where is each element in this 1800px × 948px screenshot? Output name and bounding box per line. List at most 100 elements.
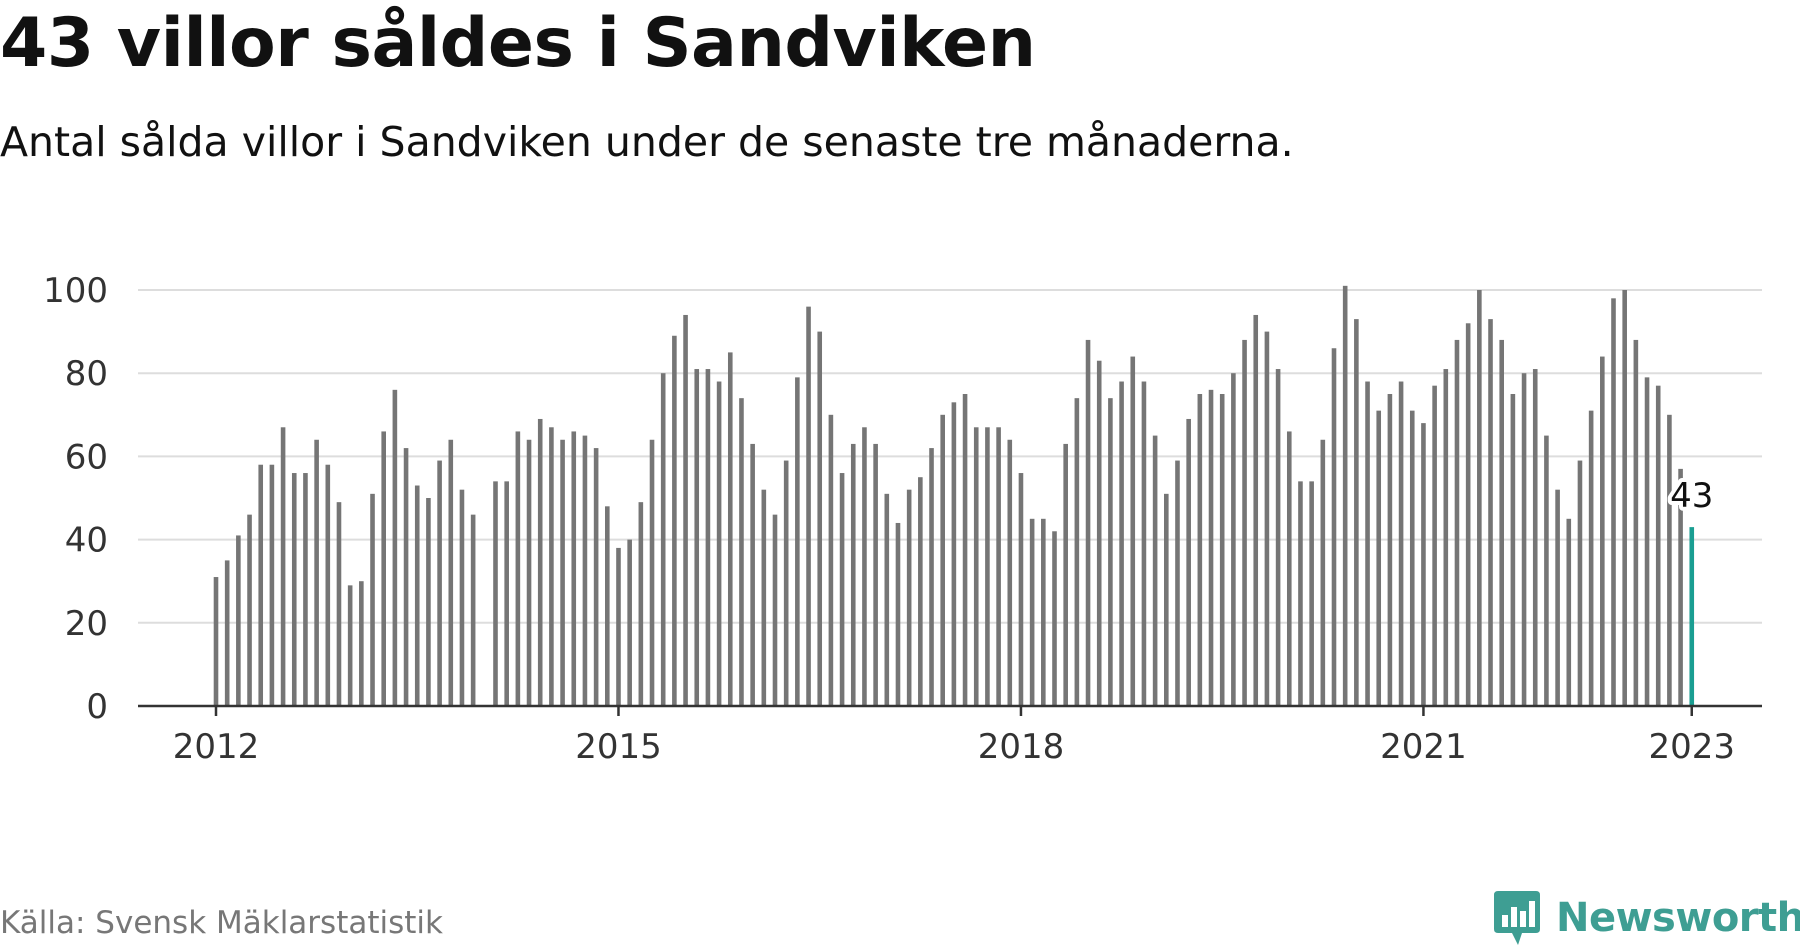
bar bbox=[236, 535, 241, 706]
bar bbox=[549, 427, 554, 706]
bar bbox=[1465, 323, 1471, 706]
bar bbox=[649, 439, 655, 706]
bar bbox=[1432, 385, 1437, 706]
bar bbox=[504, 481, 509, 706]
bar bbox=[1365, 381, 1370, 706]
bar bbox=[627, 539, 632, 706]
bar bbox=[1242, 339, 1247, 706]
bar bbox=[772, 514, 778, 706]
bar bbox=[537, 418, 543, 706]
bar bbox=[224, 560, 230, 706]
bar bbox=[1409, 410, 1415, 706]
bar bbox=[1354, 319, 1359, 706]
chart-title: 43 villor såldes i Sandviken bbox=[0, 4, 1036, 83]
bars bbox=[213, 285, 1695, 706]
bar bbox=[1499, 339, 1504, 706]
bar bbox=[1342, 285, 1348, 706]
bar bbox=[850, 443, 856, 706]
bar bbox=[1309, 481, 1314, 706]
bar bbox=[750, 443, 755, 706]
bar bbox=[571, 431, 577, 706]
bar bbox=[1208, 389, 1214, 706]
bar bbox=[1320, 439, 1326, 706]
bar bbox=[1085, 339, 1091, 706]
bar bbox=[1286, 431, 1292, 706]
bar bbox=[1644, 377, 1650, 706]
bar bbox=[929, 448, 934, 706]
bar bbox=[1376, 410, 1382, 706]
y-tick-label: 20 bbox=[65, 604, 108, 644]
bar bbox=[1219, 394, 1225, 706]
bar bbox=[526, 439, 532, 706]
bar bbox=[1253, 314, 1259, 706]
y-tick-label: 0 bbox=[86, 687, 108, 727]
bar bbox=[1096, 360, 1102, 706]
bar bbox=[660, 373, 666, 706]
bar bbox=[448, 439, 454, 706]
bar bbox=[1231, 373, 1236, 706]
bar bbox=[1655, 385, 1661, 706]
bar bbox=[1443, 369, 1449, 706]
bar bbox=[605, 506, 610, 706]
x-tick-label: 2021 bbox=[1380, 727, 1467, 767]
bar bbox=[403, 448, 409, 706]
chart-subtitle: Antal sålda villor i Sandviken under de … bbox=[0, 118, 1294, 166]
bar bbox=[906, 489, 912, 706]
bar bbox=[1387, 394, 1393, 706]
bar bbox=[493, 481, 498, 706]
bar bbox=[359, 581, 364, 706]
bar bbox=[459, 489, 465, 706]
bar-chart: 0 20 40 60 80 100 2012 2015 2018 2021 2023 43 bbox=[43, 271, 1762, 767]
bar bbox=[582, 435, 588, 706]
bar bbox=[1063, 443, 1068, 706]
y-tick-label: 40 bbox=[65, 521, 108, 561]
bar bbox=[806, 306, 811, 706]
bar bbox=[1633, 339, 1639, 706]
bar bbox=[1018, 473, 1024, 706]
bar bbox=[392, 389, 398, 706]
bar bbox=[1186, 418, 1191, 706]
bar bbox=[683, 314, 688, 706]
bar bbox=[1622, 290, 1627, 706]
bar bbox=[314, 439, 319, 706]
bar bbox=[996, 427, 1001, 706]
bar bbox=[247, 514, 252, 706]
bar bbox=[381, 431, 386, 706]
bar bbox=[1197, 394, 1203, 706]
bar bbox=[414, 485, 420, 706]
bar bbox=[1454, 339, 1460, 706]
x-tick-label: 2015 bbox=[575, 727, 662, 767]
bar bbox=[973, 427, 979, 706]
bar bbox=[1141, 381, 1147, 706]
bar bbox=[213, 577, 219, 706]
bar bbox=[616, 547, 621, 706]
bar bbox=[1566, 518, 1572, 706]
bar bbox=[1275, 369, 1281, 706]
bar bbox=[1029, 518, 1035, 706]
bar bbox=[1667, 414, 1672, 706]
bar bbox=[1521, 373, 1527, 706]
bar bbox=[1164, 493, 1169, 706]
bar bbox=[951, 402, 957, 706]
bar bbox=[705, 369, 711, 706]
bar bbox=[1488, 319, 1493, 706]
bar bbox=[672, 335, 677, 706]
source-note: Källa: Svensk Mäklarstatistik bbox=[0, 905, 443, 941]
bar bbox=[280, 427, 286, 706]
bar bbox=[303, 473, 308, 706]
bar bbox=[727, 352, 733, 706]
bar bbox=[1119, 381, 1124, 706]
bar bbox=[1611, 298, 1616, 706]
highlight-value-label: 43 bbox=[1670, 476, 1713, 516]
bar bbox=[783, 460, 789, 706]
bar bbox=[1041, 518, 1046, 706]
bar bbox=[325, 464, 331, 706]
bar bbox=[839, 473, 845, 706]
bar bbox=[962, 394, 968, 706]
bar bbox=[1600, 356, 1605, 706]
bar bbox=[470, 514, 476, 706]
newsworthy-logo-icon bbox=[1494, 891, 1540, 945]
axes bbox=[138, 704, 1762, 716]
bar bbox=[1532, 369, 1538, 706]
bar bbox=[593, 448, 599, 706]
